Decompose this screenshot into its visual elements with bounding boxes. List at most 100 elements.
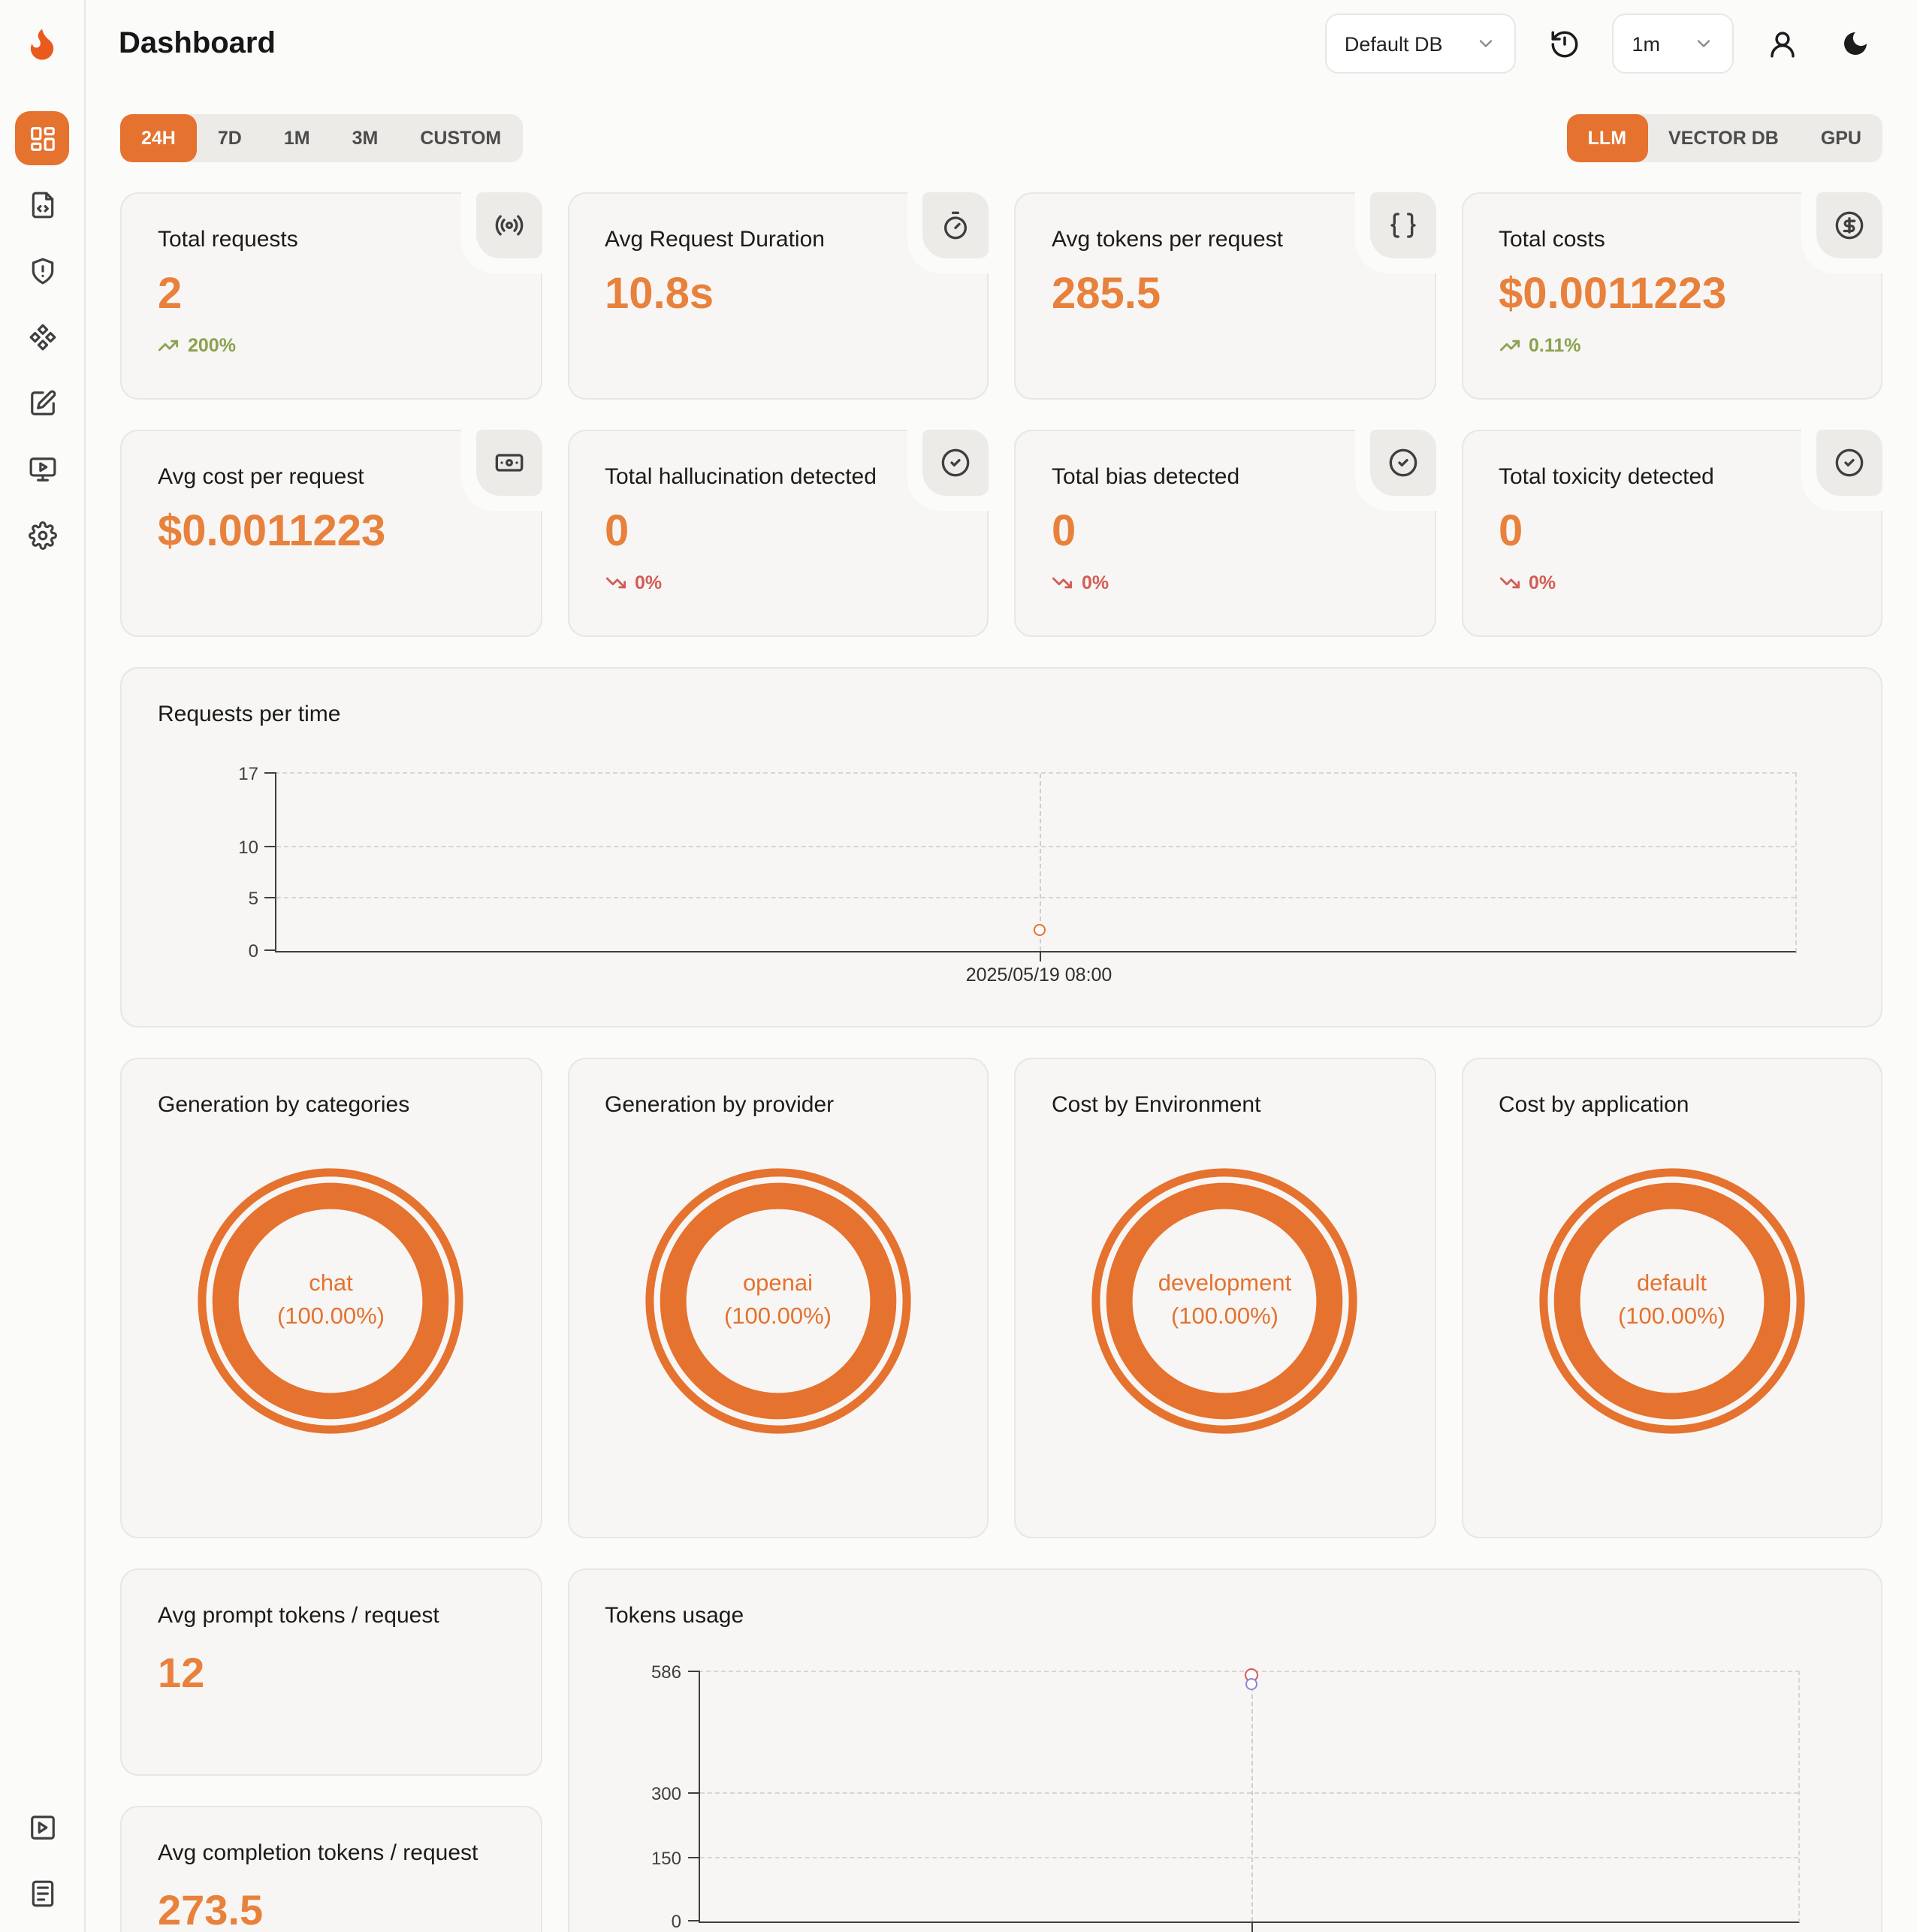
tab-gpu[interactable]: GPU [1820, 128, 1861, 149]
donut-chart [198, 1168, 464, 1434]
tab-custom[interactable]: CUSTOM [420, 128, 502, 149]
y-tick-label: 0 [248, 940, 258, 961]
avg-completion-tokens-card: Avg completion tokens / request 273.5 [120, 1806, 542, 1932]
bottom-grid: Avg prompt tokens / request 12 Avg compl… [120, 1568, 1882, 1932]
avg-prompt-tokens-card: Avg prompt tokens / request 12 [120, 1568, 542, 1776]
tab-llm[interactable]: LLM [1566, 114, 1648, 162]
tokens-chart-plot: 586 300 150 0 2025/05/19 08:00 [651, 1662, 1800, 1932]
sidebar-item-dashboard[interactable] [15, 111, 69, 165]
dark-mode-toggle[interactable] [1830, 18, 1881, 69]
stat-value: 0 [1499, 508, 1523, 556]
page-title: Dashboard [119, 26, 276, 59]
sidebar-item-docs[interactable] [15, 1866, 69, 1920]
stat-title: Total bias detected [1052, 464, 1240, 490]
generation-by-categories-card: Generation by categories chat (100.00%) [120, 1058, 542, 1538]
tab-1m[interactable]: 1M [283, 128, 310, 149]
requests-per-time-card: Requests per time 17 10 5 0 2025/05 [120, 667, 1882, 1028]
stat-title: Avg Request Duration [605, 227, 825, 252]
donut-center-label: chat (100.00%) [276, 1270, 385, 1330]
stat-trend: 0% [1499, 572, 1845, 593]
stat-trend: 0.11% [1499, 335, 1845, 356]
database-select[interactable]: Default DB [1324, 14, 1517, 74]
chevron-down-icon [1475, 33, 1496, 54]
refresh-interval-value: 1m [1632, 32, 1660, 55]
chart-title: Requests per time [158, 702, 341, 727]
stat-card-total-costs: Total costs $0.0011223 0.11% [1461, 192, 1882, 400]
y-tick-label: 17 [238, 763, 258, 784]
stat-title: Total hallucination detected [605, 464, 877, 490]
chart-title: Cost by Environment [1052, 1092, 1261, 1118]
tab-7d[interactable]: 7D [217, 128, 242, 149]
refresh-interval-select[interactable]: 1m [1612, 14, 1734, 74]
y-tick-label: 150 [651, 1847, 681, 1869]
header-controls: Default DB 1m [1324, 14, 1881, 74]
stat-title: Avg prompt tokens / request [158, 1603, 439, 1629]
circle-check-icon [1369, 430, 1435, 496]
stat-card-total-requests: Total requests 2 200% [120, 192, 542, 400]
user-profile-button[interactable] [1756, 18, 1807, 69]
chart-title: Generation by provider [605, 1092, 835, 1118]
chart-title: Generation by categories [158, 1092, 410, 1118]
gear-icon [28, 521, 56, 549]
donut-center-label: default (100.00%) [1617, 1270, 1725, 1330]
trending-down-icon [1499, 572, 1520, 593]
stat-value: $0.0011223 [158, 508, 386, 556]
donut-chart [1091, 1168, 1358, 1434]
main-content: 24H 7D 1M 3M CUSTOM LLM VECTOR DB GPU To… [86, 87, 1917, 1932]
tab-vector-db[interactable]: VECTOR DB [1668, 128, 1779, 149]
stat-value: 273.5 [158, 1887, 264, 1932]
sidebar [0, 0, 86, 1932]
sidebar-item-getting-started[interactable] [15, 1800, 69, 1854]
stat-card-total-toxicity: Total toxicity detected 0 0% [1461, 430, 1882, 637]
cost-by-environment-card: Cost by Environment development (100.00%… [1014, 1058, 1435, 1538]
monitor-play-icon [28, 454, 56, 483]
sidebar-item-evaluations[interactable] [15, 376, 69, 430]
history-icon [1548, 28, 1580, 59]
stat-value: 0 [605, 508, 629, 556]
stat-value: 10.8s [605, 270, 714, 318]
circle-check-icon [922, 430, 989, 496]
chart-title: Tokens usage [605, 1603, 744, 1629]
user-icon [1766, 28, 1798, 59]
sidebar-item-playground[interactable] [15, 442, 69, 496]
sidebar-nav [15, 111, 69, 562]
file-code-icon [28, 190, 56, 219]
donut-chart [1538, 1168, 1805, 1434]
tab-3m[interactable]: 3M [352, 128, 379, 149]
time-range-tabs: 24H 7D 1M 3M CUSTOM [120, 114, 523, 162]
trending-down-icon [1052, 572, 1073, 593]
stat-card-avg-request-duration: Avg Request Duration 10.8s [567, 192, 989, 400]
app-logo[interactable] [0, 0, 84, 87]
filter-row: 24H 7D 1M 3M CUSTOM LLM VECTOR DB GPU [120, 114, 1882, 162]
tokens-usage-card: Tokens usage 586 300 150 0 [567, 1568, 1882, 1932]
stat-trend: 0% [1052, 572, 1398, 593]
square-play-icon [28, 1813, 56, 1841]
sidebar-item-settings[interactable] [15, 508, 69, 562]
donut-grid: Generation by categories chat (100.00%) … [120, 1058, 1882, 1538]
stat-card-avg-cost-per-request: Avg cost per request $0.0011223 [120, 430, 542, 637]
sidebar-bottom-nav [15, 1800, 69, 1920]
component-icon [28, 322, 56, 351]
y-tick-label: 586 [651, 1662, 681, 1683]
braces-icon [1369, 192, 1435, 258]
broadcast-icon [475, 192, 542, 258]
shield-alert-icon [28, 256, 56, 285]
clipboard-pen-icon [28, 388, 56, 417]
sidebar-item-exceptions[interactable] [15, 243, 69, 297]
data-point-purple [1245, 1678, 1257, 1691]
refresh-history-button[interactable] [1538, 18, 1589, 69]
stat-trend: 0% [605, 572, 951, 593]
stat-title: Total costs [1499, 227, 1605, 252]
trending-down-icon [605, 572, 626, 593]
scope-tabs: LLM VECTOR DB GPU [1566, 114, 1882, 162]
sidebar-item-vault[interactable] [15, 309, 69, 364]
y-tick-label: 5 [248, 888, 258, 910]
stats-grid: Total requests 2 200% Avg Request Durati… [120, 192, 1882, 637]
tab-24h[interactable]: 24H [120, 114, 197, 162]
stat-title: Avg tokens per request [1052, 227, 1283, 252]
stat-value: 285.5 [1052, 270, 1161, 318]
stat-card-total-bias: Total bias detected 0 0% [1014, 430, 1435, 637]
dashboard-icon [28, 124, 56, 152]
sidebar-item-requests[interactable] [15, 177, 69, 231]
